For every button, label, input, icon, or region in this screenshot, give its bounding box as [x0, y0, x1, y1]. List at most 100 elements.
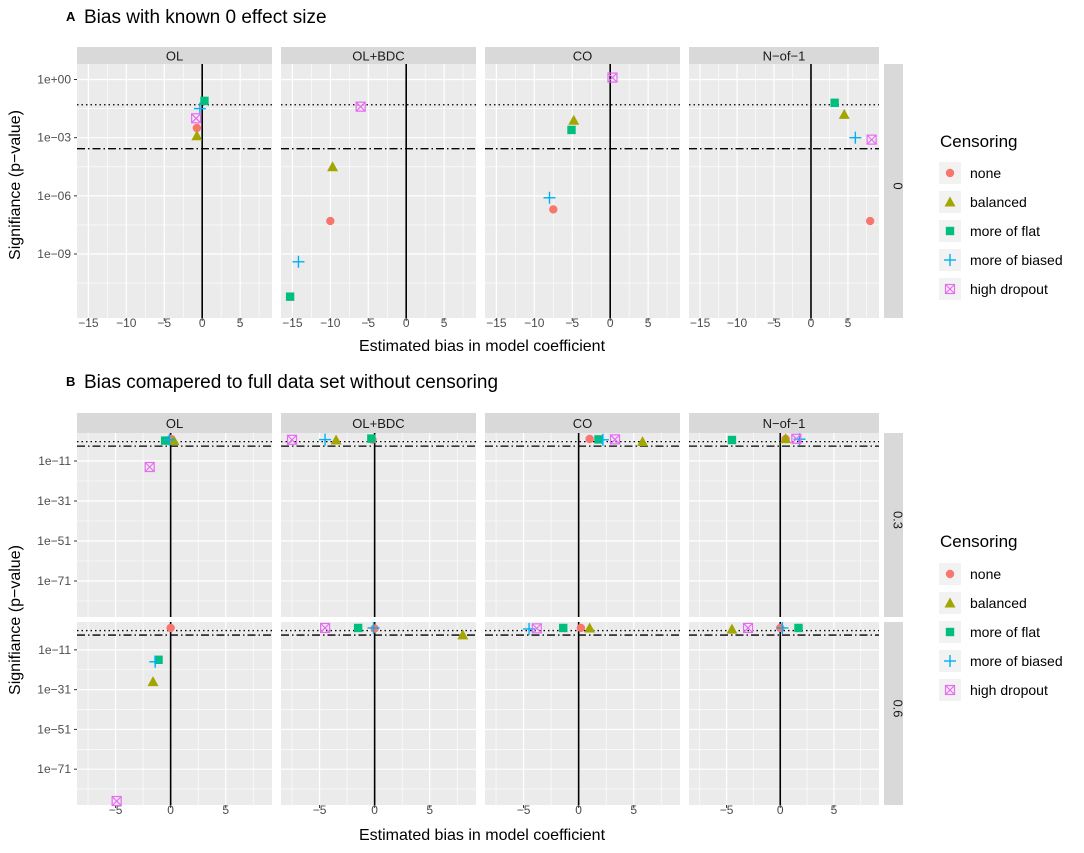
panel-a-legend-symbol	[944, 283, 956, 295]
panel-b-facet-label: CO	[573, 416, 593, 431]
panel-b-point	[596, 433, 609, 446]
panel-b-facet-label: OL	[166, 416, 183, 431]
panel-b-y-tick-label: 1e−71	[37, 762, 71, 776]
panel-a-point	[849, 131, 862, 144]
panel-b-title: Bias comapered to full data set without …	[84, 372, 498, 393]
panel-b-row-label: 0.6	[891, 699, 906, 717]
panel-b-x-tick-label: 0	[777, 803, 784, 817]
panel-a-point	[326, 216, 335, 226]
panel-b-x-axis-title: Estimated bias in model coefficient	[359, 827, 606, 844]
panel-a-point	[192, 123, 202, 133]
panel-b-point	[791, 433, 802, 444]
panel-b-y-tick-label: 1e−31	[37, 683, 71, 697]
panel-b-legend-label: balanced	[970, 595, 1027, 611]
panel-a-x-tick-label: 0	[403, 316, 410, 330]
panel-a-legend-label: more of flat	[970, 223, 1040, 239]
panel-b-legend-label: more of biased	[970, 653, 1063, 669]
panel-b-x-tick-label: 5	[630, 803, 637, 817]
panel-b-y-tick-label: 1e−71	[37, 574, 71, 588]
panel-a-x-tick-label: −15	[78, 316, 99, 330]
panel-b-legend-symbol	[945, 627, 955, 637]
panel-b-x-tick-label: 5	[222, 803, 229, 817]
panel-a-point	[567, 125, 576, 135]
panel-a-legend-symbol	[944, 254, 956, 266]
panel-b-facet-label: N−of−1	[763, 416, 806, 431]
panel-a-point	[191, 130, 203, 141]
panel-a-point	[200, 96, 209, 106]
panel-a-legend-label: high dropout	[970, 281, 1048, 297]
panel-a-facet-label: OL+BDC	[352, 49, 404, 64]
panel-a-legend-symbol	[945, 226, 955, 236]
panel-a-y-tick-label: 1e+00	[37, 73, 71, 87]
panel-b-legend-label: high dropout	[970, 682, 1048, 698]
panel-a-point	[865, 216, 875, 226]
panel-b-point	[163, 433, 176, 446]
panel-a-point	[327, 161, 339, 172]
panel-a-point	[549, 205, 558, 214]
panel-a-point	[543, 191, 556, 204]
panel-a-facet-strip	[689, 47, 879, 64]
panel-b-x-tick-label: −5	[313, 803, 327, 817]
panel-b-x-tick-label: 0	[575, 803, 582, 817]
panel-b-point	[559, 623, 568, 633]
panel-a-x-tick-label: −10	[116, 316, 137, 330]
panel-b-letter: B	[66, 374, 75, 389]
panel-a-x-tick-label: −5	[361, 316, 375, 330]
panel-a-x-tick-label: 5	[645, 316, 652, 330]
panel-a-x-tick-label: −5	[157, 316, 171, 330]
panel-a-x-tick-label: 0	[808, 316, 815, 330]
panel-a-point	[292, 255, 305, 268]
panel-a-x-tick-label: −15	[282, 316, 303, 330]
panel-a-legend-title: Censoring	[940, 132, 1018, 151]
panel-b-row-label: 0.3	[891, 511, 906, 529]
panel-b-legend-symbol	[945, 569, 955, 579]
panel-b-legend-label: none	[970, 566, 1001, 582]
panel-a-x-tick-label: −10	[727, 316, 748, 330]
panel-b-facet-background	[77, 433, 272, 617]
panel-b-y-tick-label: 1e−11	[38, 454, 71, 468]
panel-b-legend-symbol	[944, 655, 956, 667]
panel-b-point	[286, 434, 298, 445]
panel-b-row-strip	[884, 622, 903, 805]
panel-a-y-tick-label: 1e−06	[37, 189, 71, 203]
panel-a-x-axis-title: Estimated bias in model coefficient	[359, 338, 606, 355]
panel-a-x-tick-label: −10	[524, 316, 545, 330]
panel-b-point	[585, 434, 594, 444]
panel-b-point	[637, 436, 649, 447]
panel-b-legend-symbol	[944, 597, 956, 608]
panel-b-point	[584, 622, 596, 633]
panel-a-title: Bias with known 0 effect size	[84, 7, 327, 28]
panel-b-y-tick-label: 1e−11	[38, 643, 71, 657]
panel-a-facet-strip	[77, 47, 272, 64]
panel-b-legend-symbol	[944, 684, 956, 696]
panel-a-y-tick-label: 1e−03	[37, 131, 71, 145]
panel-b-facet-background	[281, 622, 476, 805]
panel-b-facet-background	[77, 622, 272, 805]
panel-b-y-tick-label: 1e−31	[37, 494, 71, 508]
panel-a-x-tick-label: −15	[690, 316, 711, 330]
panel-b-facet-strip	[689, 413, 879, 433]
panel-a-x-tick-label: 5	[237, 316, 244, 330]
panel-b-point	[367, 434, 376, 443]
panel-b-point	[726, 623, 738, 634]
panel-a-x-tick-label: 0	[199, 316, 206, 330]
panel-a-x-tick-label: 5	[845, 316, 852, 330]
panel-b-x-tick-label: 0	[167, 803, 174, 817]
panel-b-point	[794, 623, 803, 633]
panel-b-x-tick-label: −5	[517, 803, 531, 817]
panel-b-facet-background	[485, 433, 680, 617]
panel-a-point	[355, 101, 366, 112]
panel-b-point	[742, 622, 754, 634]
panel-b-x-tick-label: 5	[426, 803, 433, 817]
panel-a-point	[838, 108, 850, 119]
panel-b-point	[727, 435, 737, 445]
panel-a-y-tick-label: 1e−09	[37, 247, 71, 261]
panel-a-legend-label: more of biased	[970, 252, 1063, 268]
panel-a-x-tick-label: 0	[607, 316, 614, 330]
panel-b-y-axis-title: Signifiance (p−value)	[7, 545, 24, 695]
panel-b-point	[166, 623, 175, 633]
panel-a-letter: A	[66, 9, 76, 24]
panel-b-facet-background	[689, 433, 879, 617]
panel-b-point	[523, 622, 536, 635]
panel-a-point	[285, 292, 295, 301]
